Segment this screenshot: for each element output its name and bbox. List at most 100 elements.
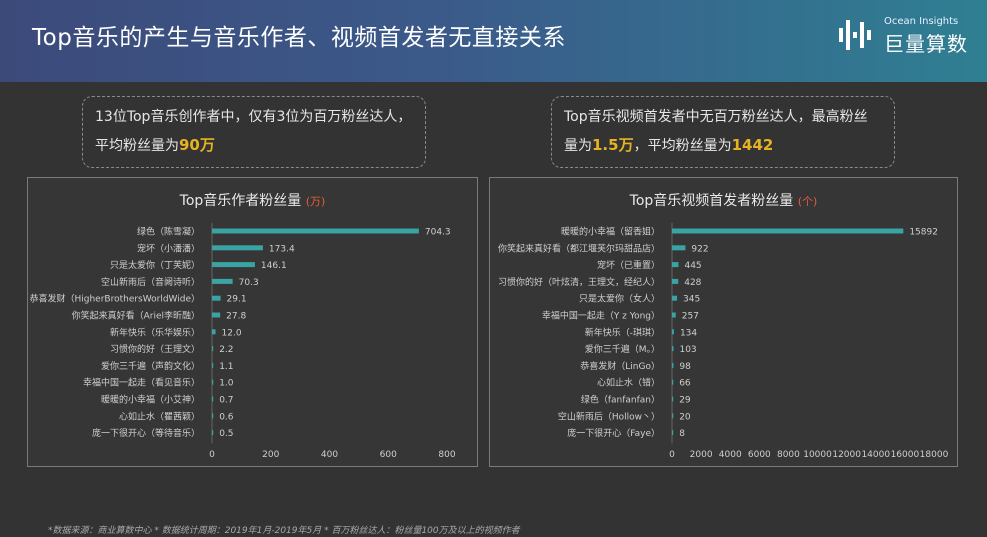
bar bbox=[672, 379, 674, 385]
bar bbox=[672, 329, 674, 335]
x-tick-label: 800 bbox=[438, 450, 455, 460]
data-label: 445 bbox=[684, 261, 701, 271]
bar bbox=[212, 312, 221, 318]
category-label: 庞一下很开心（Faye） bbox=[567, 427, 660, 439]
data-label: 98 bbox=[679, 362, 691, 372]
chart-panel-uploaders: Top音乐视频首发者粉丝量 (个) 暖暖的小幸福（留香姐） 15892 你笑起来真好… bbox=[489, 177, 958, 467]
category-label: 庞一下很开心（等待音乐） bbox=[92, 427, 200, 439]
bar-logo-icon bbox=[839, 20, 871, 50]
header-banner: Top音乐的产生与音乐作者、视频首发者无直接关系 Ocean Insights … bbox=[0, 0, 987, 82]
category-label: 空山新雨后（Hollow丶） bbox=[558, 410, 660, 422]
category-label: 心如止水（瞿茜颖） bbox=[119, 410, 200, 422]
bar bbox=[672, 295, 678, 301]
x-tick-label: 10000 bbox=[803, 450, 832, 460]
category-label: 绿色（fanfanfan） bbox=[581, 394, 660, 406]
data-label: 0.5 bbox=[219, 429, 233, 439]
bar bbox=[672, 413, 674, 419]
bar bbox=[672, 362, 674, 368]
bar bbox=[212, 228, 419, 234]
chart-panel-authors: Top音乐作者粉丝量 (万) 绿色（陈雪凝） 704.3 宠坏（小潘潘） 173.4 只… bbox=[27, 177, 478, 467]
x-tick-label: 600 bbox=[380, 450, 397, 460]
category-label: 只是太爱你（丁芙妮） bbox=[110, 259, 200, 271]
x-tick-label: 4000 bbox=[719, 450, 742, 460]
bar bbox=[672, 396, 674, 402]
data-label: 146.1 bbox=[261, 261, 287, 271]
category-label: 空山新雨后（音阙诗听） bbox=[101, 276, 200, 288]
bar bbox=[212, 329, 216, 335]
callout-authors-line2: 平均粉丝量为90万 bbox=[95, 131, 413, 160]
logo-text-en: Ocean Insights bbox=[884, 16, 959, 27]
bar bbox=[672, 228, 904, 234]
category-label: 暖暖的小幸福（留香姐） bbox=[561, 226, 660, 238]
data-label: 2.2 bbox=[219, 345, 233, 355]
callout-uploaders-line1: Top音乐视频首发者中无百万粉丝达人，最高粉丝 bbox=[564, 109, 868, 125]
bar-chart-authors: 绿色（陈雪凝） 704.3 宠坏（小潘潘） 173.4 只是太爱你（丁芙妮） 146.1 空… bbox=[29, 223, 456, 460]
category-label: 爱你三千遍（声韵文化） bbox=[101, 360, 200, 372]
bar bbox=[212, 396, 214, 402]
bar bbox=[212, 379, 214, 385]
callout-uploaders: Top音乐视频首发者中无百万粉丝达人，最高粉丝 量为1.5万，平均粉丝量为144… bbox=[551, 96, 895, 168]
x-tick-label: 12000 bbox=[832, 450, 861, 460]
chart-unit-uploaders: (个) bbox=[797, 195, 818, 208]
data-label: 704.3 bbox=[425, 228, 451, 238]
bar bbox=[672, 430, 674, 436]
data-label: 27.8 bbox=[226, 312, 246, 322]
x-tick-label: 14000 bbox=[861, 450, 890, 460]
data-label: 15892 bbox=[909, 228, 938, 238]
x-tick-label: 200 bbox=[262, 450, 279, 460]
data-label: 70.3 bbox=[239, 278, 259, 288]
callout-uploaders-text-b: ，平均粉丝量为 bbox=[633, 138, 732, 154]
callout-uploaders-line2: 量为1.5万，平均粉丝量为1442 bbox=[564, 131, 882, 160]
callout-uploaders-text-a: 量为 bbox=[564, 138, 592, 154]
x-tick-label: 18000 bbox=[920, 450, 949, 460]
bar bbox=[672, 278, 679, 284]
callout-uploaders-highlight-avg: 1442 bbox=[731, 136, 774, 154]
category-label: 爱你三千遍（M。） bbox=[585, 343, 660, 355]
bar bbox=[212, 245, 263, 251]
category-label: 新年快乐（乐华娱乐） bbox=[110, 326, 200, 338]
chart-title-authors-text: Top音乐作者粉丝量 bbox=[179, 193, 302, 209]
category-label: 幸福中国一起走（看见音乐） bbox=[83, 377, 200, 389]
category-label: 幸福中国一起走（Y z Yong） bbox=[542, 310, 660, 322]
chart-title-uploaders-text: Top音乐视频首发者粉丝量 bbox=[629, 193, 794, 209]
category-label: 宠坏（已重置） bbox=[597, 259, 660, 271]
callout-authors: 13位Top音乐创作者中，仅有3位为百万粉丝达人， 平均粉丝量为90万 bbox=[82, 96, 426, 168]
category-label: 绿色（陈雪凝） bbox=[137, 226, 200, 238]
chart-title-authors: Top音乐作者粉丝量 (万) bbox=[28, 190, 477, 210]
category-label: 习惯你的好（王理文） bbox=[110, 343, 200, 355]
category-label: 宠坏（小潘潘） bbox=[137, 242, 200, 254]
category-label: 恭喜发财（HigherBrothersWorldWide） bbox=[29, 293, 200, 305]
bar bbox=[212, 362, 214, 368]
data-label: 12.0 bbox=[222, 328, 242, 338]
category-label: 习惯你的好（叶炫清，王理文，经纪人） bbox=[498, 276, 660, 288]
data-label: 8 bbox=[679, 429, 685, 439]
bar-chart-uploaders: 暖暖的小幸福（留香姐） 15892 你笑起来真好看（都江堰芙尔玛甜品店） 922 宠坏（… bbox=[498, 223, 949, 460]
x-tick-label: 2000 bbox=[690, 450, 713, 460]
x-tick-label: 0 bbox=[209, 450, 215, 460]
bar bbox=[212, 278, 233, 284]
bar bbox=[672, 312, 676, 318]
callout-authors-line1: 13位Top音乐创作者中，仅有3位为百万粉丝达人， bbox=[95, 109, 412, 125]
callout-authors-text: 平均粉丝量为 bbox=[95, 138, 179, 154]
bar bbox=[212, 430, 214, 436]
category-label: 只是太爱你（女人） bbox=[579, 293, 660, 305]
data-label: 66 bbox=[679, 379, 691, 389]
logo-text-cn: 巨量算数 bbox=[884, 32, 968, 56]
data-label: 922 bbox=[691, 244, 708, 254]
category-label: 恭喜发财（LinGo） bbox=[580, 360, 660, 372]
x-tick-label: 0 bbox=[669, 450, 675, 460]
data-label: 428 bbox=[684, 278, 701, 288]
data-label: 29.1 bbox=[227, 295, 247, 305]
bar bbox=[212, 413, 214, 419]
data-label: 0.7 bbox=[219, 396, 233, 406]
data-label: 257 bbox=[682, 312, 699, 322]
chart-unit-authors: (万) bbox=[305, 195, 326, 208]
callout-authors-highlight: 90万 bbox=[179, 136, 215, 154]
category-label: 新年快乐（-琪琪） bbox=[585, 326, 660, 338]
category-label: 心如止水（错） bbox=[597, 377, 660, 389]
chart-title-uploaders: Top音乐视频首发者粉丝量 (个) bbox=[490, 190, 957, 210]
footnote: *数据来源：商业算数中心 * 数据统计周期：2019年1月-2019年5月 * … bbox=[48, 526, 520, 536]
bar bbox=[672, 245, 686, 251]
category-label: 你笑起来真好看（都江堰芙尔玛甜品店） bbox=[498, 242, 660, 254]
x-tick-label: 400 bbox=[321, 450, 338, 460]
